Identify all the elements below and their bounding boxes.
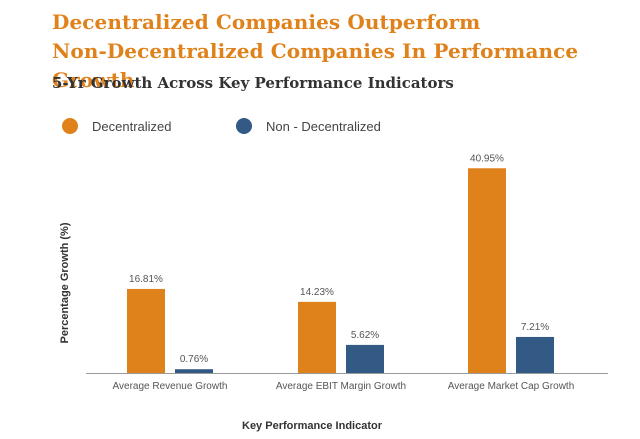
- bar-non-decentralized-average-market-cap-growth: [516, 336, 554, 373]
- x-tick-label-average-market-cap-growth: Average Market Cap Growth: [448, 381, 575, 392]
- bar-decentralized-average-market-cap-growth: [468, 168, 506, 373]
- data-label-decentralized-average-revenue-growth: 16.81%: [129, 274, 163, 285]
- bar-non-decentralized-average-revenue-growth: [175, 369, 213, 373]
- data-label-non-decentralized-average-ebit-margin-growth: 5.62%: [351, 330, 379, 341]
- data-label-decentralized-average-ebit-margin-growth: 14.23%: [300, 287, 334, 298]
- data-label-non-decentralized-average-revenue-growth: 0.76%: [180, 354, 208, 365]
- y-axis-label: Percentage Growth (%): [59, 222, 71, 343]
- chart-title: Decentralized Companies Outperform Non-D…: [52, 8, 632, 95]
- chart-title-line-1: Decentralized Companies Outperform: [52, 10, 481, 34]
- bar-decentralized-average-revenue-growth: [127, 288, 165, 373]
- bar-decentralized-average-ebit-margin-growth: [298, 301, 336, 373]
- data-label-non-decentralized-average-market-cap-growth: 7.21%: [521, 322, 549, 333]
- bar-non-decentralized-average-ebit-margin-growth: [346, 344, 384, 373]
- chart-subtitle: 5-Yr Growth Across Key Performance Indic…: [52, 74, 454, 92]
- legend-label-non-decentralized: Non - Decentralized: [266, 118, 381, 134]
- x-tick-label-average-ebit-margin-growth: Average EBIT Margin Growth: [276, 381, 406, 392]
- chart-title-line-2: Non-Decentralized Companies In Performan…: [52, 39, 579, 92]
- legend-swatch-non-decentralized: [236, 118, 252, 134]
- data-label-decentralized-average-market-cap-growth: 40.95%: [470, 153, 504, 164]
- legend-swatch-decentralized: [62, 118, 78, 134]
- x-tick-label-average-revenue-growth: Average Revenue Growth: [113, 381, 228, 392]
- legend-label-decentralized: Decentralized: [92, 118, 172, 134]
- legend-decentralized: Decentralized: [62, 117, 172, 135]
- legend-non-decentralized: Non - Decentralized: [236, 117, 381, 135]
- x-axis-label: Key Performance Indicator: [242, 420, 383, 432]
